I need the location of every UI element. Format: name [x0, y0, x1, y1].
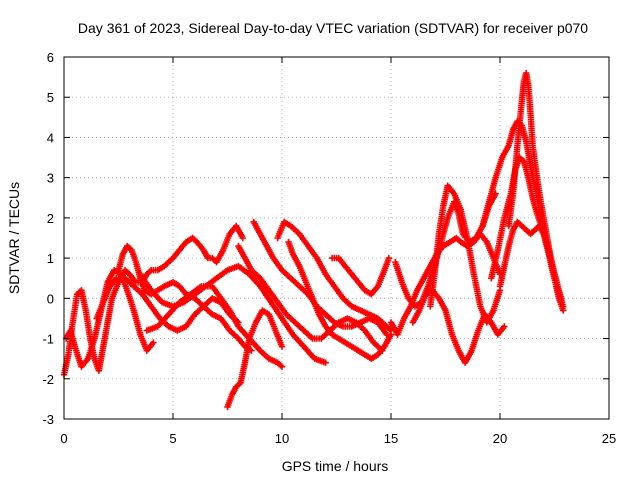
data-points-layer	[60, 69, 567, 411]
y-tick-label: 4	[47, 130, 54, 145]
series-track-k	[285, 238, 395, 362]
ticks-layer: 0 5 10 15 20 25 -3 -2 -1 0 1 2 3 4 5 6	[42, 50, 616, 446]
y-tick-label: -2	[42, 372, 54, 387]
x-axis-label: GPS time / hours	[282, 458, 389, 474]
data-point	[560, 303, 567, 310]
series-track-g	[224, 307, 286, 411]
series-track-s	[505, 69, 567, 310]
plot-frame	[63, 56, 610, 420]
data-point	[557, 295, 565, 302]
y-tick-label: -1	[42, 332, 54, 347]
data-point	[385, 254, 393, 262]
series-track-p	[427, 182, 504, 326]
data-point	[239, 234, 246, 242]
data-point	[322, 359, 329, 366]
y-tick-label: 2	[47, 211, 54, 226]
series-track-t	[496, 218, 565, 302]
series-track-c	[62, 266, 157, 370]
y-tick-label: 0	[47, 291, 54, 306]
series-track-j	[274, 218, 395, 334]
data-point	[150, 339, 157, 346]
x-tick-label: 0	[60, 431, 67, 446]
data-point	[387, 331, 395, 338]
series-track-l	[328, 254, 393, 298]
y-tick-label: 1	[47, 251, 54, 266]
x-tick-label: 10	[275, 431, 289, 446]
y-tick-label: 5	[47, 90, 54, 105]
series-track-o	[409, 287, 508, 366]
chart-title: Day 361 of 2023, Sidereal Day-to-day VTE…	[78, 20, 588, 36]
y-tick-label: -3	[42, 412, 54, 427]
series-track-i	[250, 218, 390, 338]
y-tick-label: 3	[47, 171, 54, 186]
x-tick-label: 5	[169, 431, 176, 446]
x-tick-label: 20	[493, 431, 507, 446]
x-tick-label: 15	[384, 431, 398, 446]
data-point	[501, 323, 508, 330]
data-point	[278, 363, 286, 370]
series-track-f	[143, 283, 286, 370]
x-tick-label: 25	[602, 431, 616, 446]
data-point	[278, 343, 286, 350]
y-axis-label: SDTVAR / TECUs	[6, 182, 22, 294]
y-tick-label: 6	[47, 50, 54, 65]
